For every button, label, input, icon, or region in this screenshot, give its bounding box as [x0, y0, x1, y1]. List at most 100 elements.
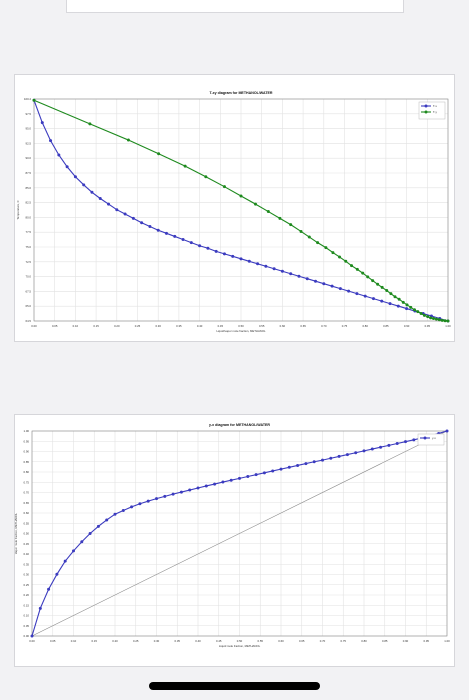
- x-tick-label: 0.65: [299, 639, 305, 643]
- data-point-T-x: [297, 274, 301, 278]
- y-tick-label: 97.5: [26, 112, 32, 116]
- data-point-T-y: [443, 319, 447, 323]
- legend-label-T-y: T-y: [433, 110, 437, 114]
- x-tick-label: 0.95: [425, 324, 431, 328]
- data-point-y-x: [130, 505, 134, 509]
- y-tick-label: 0.85: [24, 460, 30, 464]
- data-point-y-x: [354, 451, 358, 455]
- data-point-T-y: [316, 241, 320, 245]
- data-point-y-x: [96, 524, 100, 528]
- yx-chart-card: 0.00 0.05 0.10 0.15 0.20 0.25 0.30 0.35 0.40 0.45…: [14, 414, 455, 667]
- y-tick-label: 72.5: [26, 260, 32, 264]
- x-tick-label: 0.45: [218, 324, 224, 328]
- data-point-T-x: [355, 292, 359, 296]
- data-point-y-x: [271, 469, 275, 473]
- x-tick-label: 0.60: [280, 324, 286, 328]
- data-point-y-x: [345, 453, 349, 457]
- data-point-T-x: [107, 202, 111, 206]
- x-tick-label: 0.70: [320, 639, 326, 643]
- data-point-y-x: [370, 447, 374, 451]
- data-point-y-x: [404, 440, 407, 444]
- data-point-y-x: [188, 488, 192, 492]
- data-point-y-x: [63, 559, 67, 563]
- data-point-T-x: [57, 153, 61, 157]
- y-tick-label: 0.45: [24, 542, 30, 546]
- home-indicator[interactable]: [149, 682, 320, 690]
- data-point-y-x: [204, 484, 208, 488]
- data-point-T-y: [409, 305, 413, 309]
- x-tick-label: 0.35: [175, 639, 181, 643]
- data-point-T-y: [344, 259, 348, 263]
- data-point-T-y: [412, 308, 416, 312]
- data-point-y-x: [279, 467, 283, 471]
- legend-label-T-x: T-x: [433, 104, 437, 108]
- data-point-y-x: [312, 460, 316, 464]
- y-tick-label: 0.00: [24, 634, 30, 638]
- data-point-T-y: [278, 216, 282, 220]
- y-tick-label: 0.05: [24, 624, 30, 628]
- data-point-y-x: [105, 518, 109, 522]
- chart-title: T-xy diagram for METHANOL/WATER: [209, 91, 272, 95]
- data-point-y-x: [287, 465, 291, 469]
- data-point-T-x: [371, 297, 375, 301]
- y-axis-label: Vapor mole fraction, METHANOL: [14, 512, 18, 554]
- x-tick-label: 0.00: [29, 639, 35, 643]
- y-tick-label: 0.40: [24, 552, 30, 556]
- data-point-y-x: [254, 473, 258, 477]
- data-point-y-x: [155, 497, 158, 501]
- data-point-T-x: [140, 221, 144, 225]
- x-tick-label: 1.00: [444, 639, 450, 643]
- data-point-T-x: [330, 284, 334, 288]
- data-point-y-x: [179, 490, 183, 494]
- y-tick-label: 0.60: [24, 511, 30, 515]
- data-point-y-x: [395, 442, 399, 446]
- data-point-y-x: [55, 572, 59, 576]
- data-point-T-y: [355, 267, 359, 271]
- data-point-T-x: [280, 269, 284, 273]
- x-tick-label: 0.15: [93, 324, 99, 328]
- data-point-T-x: [98, 196, 102, 200]
- txy-chart: 0.00 0.05 0.10 0.15 0.20 0.25 0.30 0.35 0.40 0.45…: [16, 91, 451, 333]
- data-point-T-y: [437, 318, 441, 322]
- data-point-y-x: [38, 606, 42, 610]
- data-point-T-y: [239, 194, 243, 198]
- y-tick-label: 75.0: [26, 245, 32, 249]
- y-tick-label: 95.0: [26, 127, 32, 131]
- data-point-y-x: [47, 587, 51, 591]
- data-point-y-x: [88, 532, 92, 535]
- legend-marker-y-x: [423, 436, 427, 440]
- y-tick-label: 70.0: [26, 275, 32, 279]
- data-point-y-x: [337, 454, 341, 458]
- data-point-T-x: [264, 264, 268, 268]
- x-tick-label: 0.30: [154, 639, 160, 643]
- y-tick-label: 0.80: [24, 470, 30, 474]
- data-point-T-x: [198, 244, 202, 248]
- y-tick-label: 85.0: [26, 186, 32, 190]
- data-point-y-x: [379, 445, 383, 449]
- data-point-T-y: [416, 310, 420, 314]
- x-tick-label: 0.10: [71, 639, 77, 643]
- x-tick-label: 0.55: [258, 639, 264, 643]
- x-tick-label: 0.85: [382, 639, 388, 643]
- data-point-T-x: [123, 212, 127, 216]
- data-point-T-y: [380, 285, 384, 289]
- x-tick-label: 0.50: [238, 324, 244, 328]
- y-tick-label: 64.5: [26, 319, 32, 323]
- y-tick-label: 0.10: [24, 614, 30, 618]
- data-point-T-x: [305, 277, 309, 281]
- y-tick-label: 0.70: [24, 491, 30, 495]
- y-tick-label: 80.0: [26, 215, 32, 219]
- data-point-y-x: [238, 476, 241, 480]
- data-point-T-x: [49, 139, 53, 143]
- data-point-y-x: [387, 443, 391, 447]
- legend-label-y-x: y-x: [432, 436, 436, 440]
- data-point-T-y: [426, 315, 430, 319]
- x-tick-label: 0.55: [259, 324, 265, 328]
- data-point-T-y: [204, 175, 208, 179]
- x-tick-label: 0.25: [133, 639, 139, 643]
- data-point-T-x: [338, 287, 342, 291]
- data-point-T-x: [148, 224, 152, 228]
- x-tick-label: 0.10: [73, 324, 79, 328]
- data-point-y-x: [113, 512, 117, 516]
- data-point-T-y: [222, 185, 226, 189]
